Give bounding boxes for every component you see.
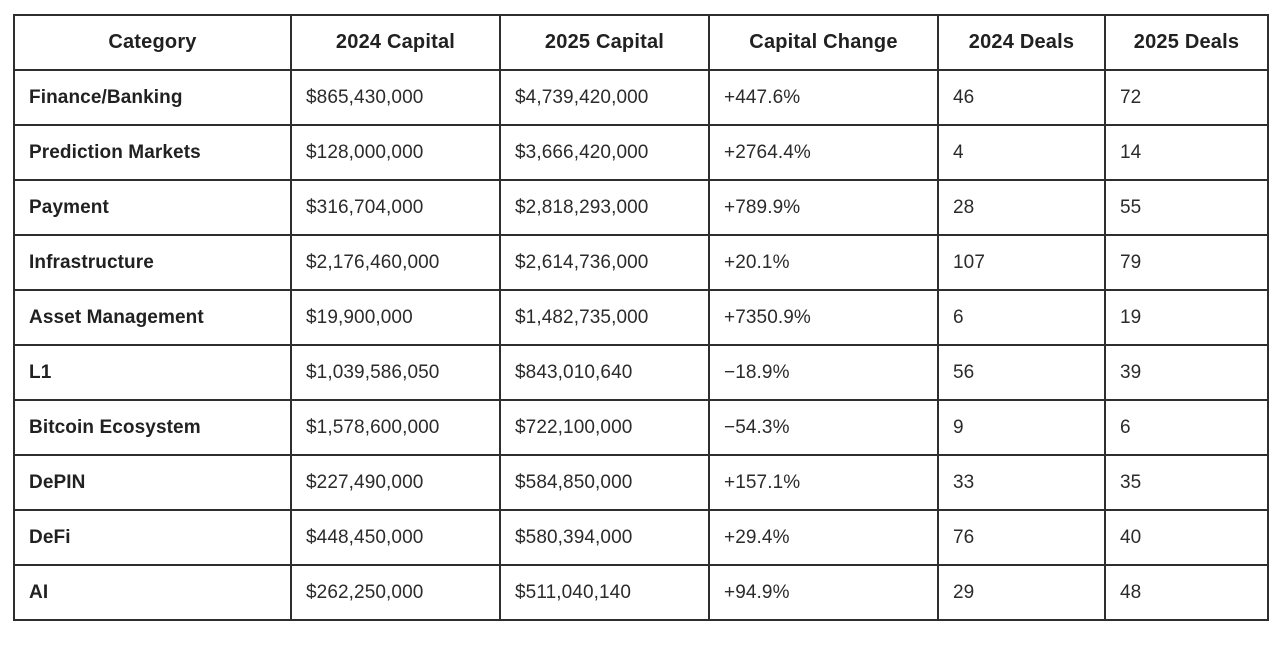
capital-change-cell: +7350.9%: [708, 289, 939, 346]
capital-2025-cell: $584,850,000: [499, 454, 710, 511]
capital-2025-cell: $1,482,735,000: [499, 289, 710, 346]
table-row: Infrastructure $2,176,460,000 $2,614,736,0…: [13, 234, 1269, 291]
deals-2024-cell: 4: [937, 124, 1106, 181]
capital-2025-cell: $580,394,000: [499, 509, 710, 566]
table-row: DePIN $227,490,000 $584,850,000 +157.1% 33 35: [13, 454, 1269, 511]
deals-2024-cell: 28: [937, 179, 1106, 236]
table-row: L1 $1,039,586,050 $843,010,640 −18.9% 56 39: [13, 344, 1269, 401]
deals-2025-cell: 79: [1104, 234, 1269, 291]
capital-2024-cell: $865,430,000: [290, 69, 501, 126]
capital-2025-cell: $3,666,420,000: [499, 124, 710, 181]
table-row: AI $262,250,000 $511,040,140 +94.9% 29 48: [13, 564, 1269, 621]
deals-2025-cell: 48: [1104, 564, 1269, 621]
capital-2024-cell: $2,176,460,000: [290, 234, 501, 291]
table-row: Prediction Markets $128,000,000 $3,666,420…: [13, 124, 1269, 181]
capital-2025-cell: $2,818,293,000: [499, 179, 710, 236]
deals-2024-cell: 76: [937, 509, 1106, 566]
category-cell: Prediction Markets: [13, 124, 292, 181]
category-cell: Bitcoin Ecosystem: [13, 399, 292, 456]
capital-2024-cell: $1,578,600,000: [290, 399, 501, 456]
deals-2025-cell: 55: [1104, 179, 1269, 236]
category-cell: Finance/Banking: [13, 69, 292, 126]
deals-2024-cell: 9: [937, 399, 1106, 456]
capital-2024-cell: $128,000,000: [290, 124, 501, 181]
deals-2025-cell: 40: [1104, 509, 1269, 566]
table-body: Finance/Banking $865,430,000 $4,739,420,00…: [13, 69, 1269, 621]
deals-2024-cell: 6: [937, 289, 1106, 346]
deals-2024-cell: 46: [937, 69, 1106, 126]
capital-2024-cell: $262,250,000: [290, 564, 501, 621]
capital-2024-cell: $227,490,000: [290, 454, 501, 511]
table-row: Payment $316,704,000 $2,818,293,000 +789.9%…: [13, 179, 1269, 236]
category-cell: DeFi: [13, 509, 292, 566]
capital-change-cell: +157.1%: [708, 454, 939, 511]
capital-change-cell: −54.3%: [708, 399, 939, 456]
capital-2025-cell: $4,739,420,000: [499, 69, 710, 126]
capital-change-cell: +94.9%: [708, 564, 939, 621]
category-cell: Asset Management: [13, 289, 292, 346]
capital-2025-cell: $2,614,736,000: [499, 234, 710, 291]
table-row: Finance/Banking $865,430,000 $4,739,420,00…: [13, 69, 1269, 126]
deals-2024-cell: 33: [937, 454, 1106, 511]
capital-2024-cell: $19,900,000: [290, 289, 501, 346]
column-header-2024-capital: 2024 Capital: [290, 14, 501, 71]
capital-2025-cell: $722,100,000: [499, 399, 710, 456]
column-header-category: Category: [13, 14, 292, 71]
capital-comparison-table: Category 2024 Capital 2025 Capital Capit…: [13, 14, 1269, 621]
capital-2024-cell: $316,704,000: [290, 179, 501, 236]
column-header-2025-deals: 2025 Deals: [1104, 14, 1269, 71]
capital-change-cell: −18.9%: [708, 344, 939, 401]
table-row: Asset Management $19,900,000 $1,482,735,00…: [13, 289, 1269, 346]
column-header-capital-change: Capital Change: [708, 14, 939, 71]
deals-2025-cell: 19: [1104, 289, 1269, 346]
deals-2025-cell: 14: [1104, 124, 1269, 181]
capital-change-cell: +789.9%: [708, 179, 939, 236]
deals-2025-cell: 39: [1104, 344, 1269, 401]
category-cell: DePIN: [13, 454, 292, 511]
category-cell: AI: [13, 564, 292, 621]
column-header-2024-deals: 2024 Deals: [937, 14, 1106, 71]
category-cell: Infrastructure: [13, 234, 292, 291]
capital-change-cell: +2764.4%: [708, 124, 939, 181]
deals-2024-cell: 29: [937, 564, 1106, 621]
deals-2025-cell: 72: [1104, 69, 1269, 126]
deals-2024-cell: 107: [937, 234, 1106, 291]
capital-change-cell: +20.1%: [708, 234, 939, 291]
deals-2025-cell: 35: [1104, 454, 1269, 511]
deals-2024-cell: 56: [937, 344, 1106, 401]
table-row: DeFi $448,450,000 $580,394,000 +29.4% 76 40: [13, 509, 1269, 566]
column-header-2025-capital: 2025 Capital: [499, 14, 710, 71]
category-cell: L1: [13, 344, 292, 401]
capital-change-cell: +29.4%: [708, 509, 939, 566]
table-header-row: Category 2024 Capital 2025 Capital Capit…: [13, 14, 1269, 71]
capital-2025-cell: $843,010,640: [499, 344, 710, 401]
capital-change-cell: +447.6%: [708, 69, 939, 126]
capital-2024-cell: $1,039,586,050: [290, 344, 501, 401]
capital-2025-cell: $511,040,140: [499, 564, 710, 621]
table-row: Bitcoin Ecosystem $1,578,600,000 $722,100,…: [13, 399, 1269, 456]
capital-2024-cell: $448,450,000: [290, 509, 501, 566]
deals-2025-cell: 6: [1104, 399, 1269, 456]
category-cell: Payment: [13, 179, 292, 236]
